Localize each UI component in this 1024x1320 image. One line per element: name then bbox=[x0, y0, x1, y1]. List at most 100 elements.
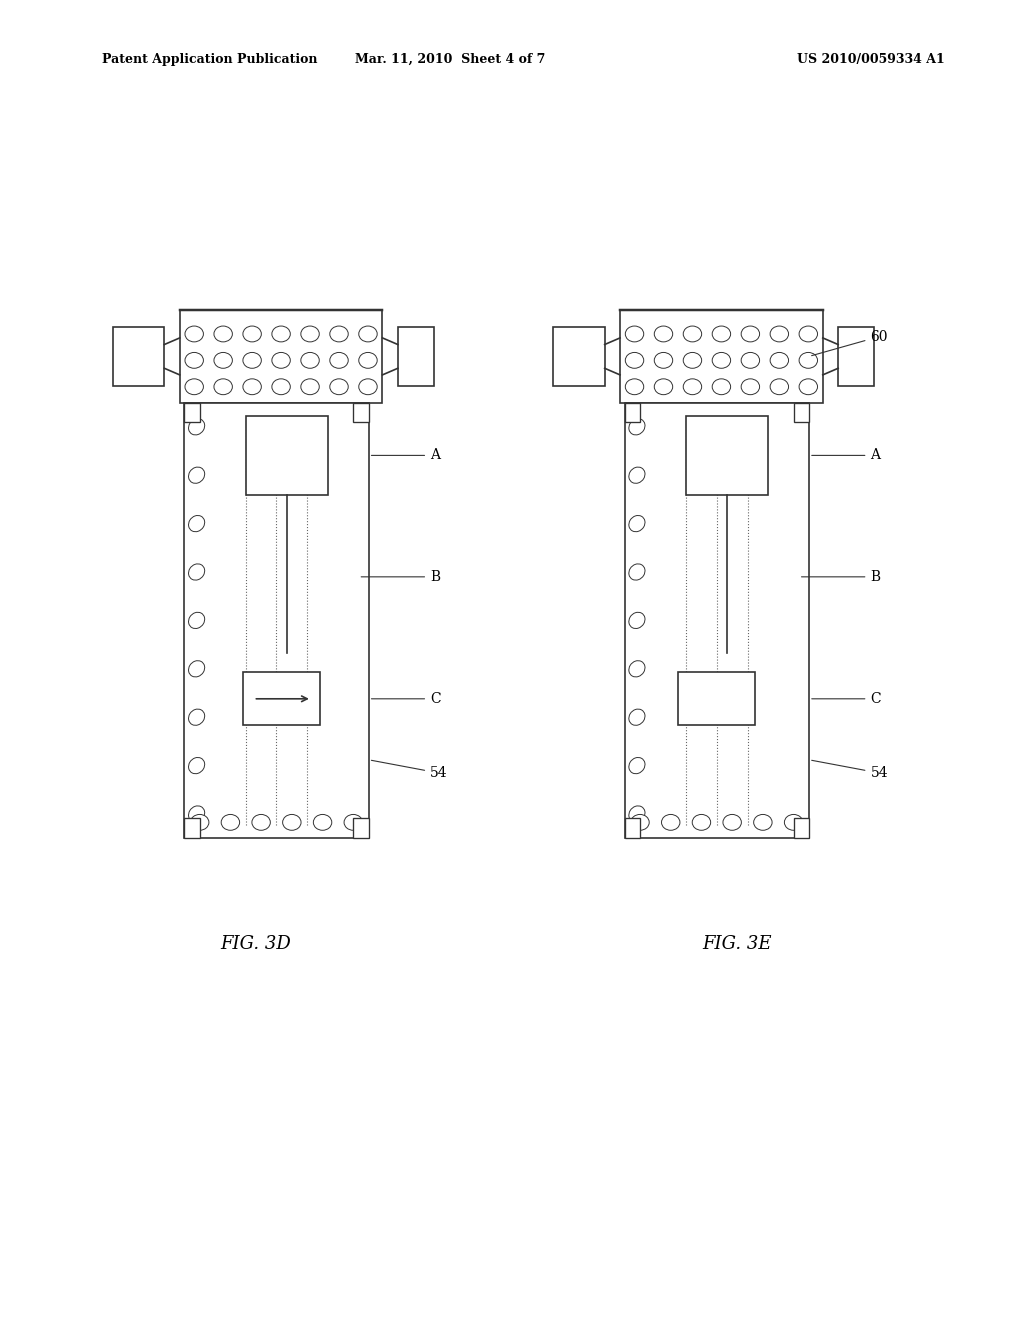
Ellipse shape bbox=[629, 807, 645, 822]
Bar bbox=[678, 672, 755, 725]
Text: FIG. 3D: FIG. 3D bbox=[220, 935, 292, 953]
Ellipse shape bbox=[358, 379, 377, 395]
Ellipse shape bbox=[799, 379, 817, 395]
Ellipse shape bbox=[272, 352, 291, 368]
Ellipse shape bbox=[683, 326, 701, 342]
Bar bbox=[553, 326, 604, 385]
Ellipse shape bbox=[723, 814, 741, 830]
Ellipse shape bbox=[301, 352, 319, 368]
Ellipse shape bbox=[799, 326, 817, 342]
Ellipse shape bbox=[799, 352, 817, 368]
Bar bbox=[794, 403, 809, 422]
Ellipse shape bbox=[188, 612, 205, 628]
Bar bbox=[353, 818, 369, 838]
Ellipse shape bbox=[654, 379, 673, 395]
Bar bbox=[246, 416, 328, 495]
Ellipse shape bbox=[214, 326, 232, 342]
Ellipse shape bbox=[283, 814, 301, 830]
Bar bbox=[353, 403, 369, 422]
Bar bbox=[686, 416, 768, 495]
Ellipse shape bbox=[629, 564, 645, 579]
Ellipse shape bbox=[188, 564, 205, 579]
Ellipse shape bbox=[252, 814, 270, 830]
Text: Patent Application Publication: Patent Application Publication bbox=[102, 53, 317, 66]
Ellipse shape bbox=[243, 352, 261, 368]
Ellipse shape bbox=[272, 379, 291, 395]
Text: B: B bbox=[802, 570, 881, 583]
Bar bbox=[838, 326, 873, 385]
Ellipse shape bbox=[770, 379, 788, 395]
Text: A: A bbox=[372, 449, 440, 462]
Text: C: C bbox=[812, 692, 881, 706]
Text: C: C bbox=[372, 692, 440, 706]
Ellipse shape bbox=[629, 661, 645, 677]
Ellipse shape bbox=[344, 814, 362, 830]
Ellipse shape bbox=[626, 352, 644, 368]
Ellipse shape bbox=[683, 352, 701, 368]
Ellipse shape bbox=[654, 352, 673, 368]
Text: Mar. 11, 2010  Sheet 4 of 7: Mar. 11, 2010 Sheet 4 of 7 bbox=[355, 53, 546, 66]
Ellipse shape bbox=[629, 467, 645, 483]
Ellipse shape bbox=[654, 326, 673, 342]
Ellipse shape bbox=[712, 379, 730, 395]
Bar bbox=[794, 818, 809, 838]
Text: B: B bbox=[361, 570, 440, 583]
Ellipse shape bbox=[631, 814, 649, 830]
Ellipse shape bbox=[214, 379, 232, 395]
Bar bbox=[398, 326, 434, 385]
Text: 60: 60 bbox=[812, 330, 888, 355]
Ellipse shape bbox=[188, 467, 205, 483]
Ellipse shape bbox=[629, 709, 645, 725]
Ellipse shape bbox=[330, 326, 348, 342]
Ellipse shape bbox=[214, 352, 232, 368]
Ellipse shape bbox=[185, 352, 204, 368]
Ellipse shape bbox=[272, 326, 291, 342]
Ellipse shape bbox=[712, 352, 730, 368]
Ellipse shape bbox=[626, 379, 644, 395]
Ellipse shape bbox=[188, 758, 205, 774]
Ellipse shape bbox=[754, 814, 772, 830]
Ellipse shape bbox=[741, 379, 760, 395]
Ellipse shape bbox=[784, 814, 803, 830]
Ellipse shape bbox=[741, 352, 760, 368]
Ellipse shape bbox=[185, 379, 204, 395]
Bar bbox=[113, 326, 164, 385]
Ellipse shape bbox=[358, 326, 377, 342]
Bar bbox=[625, 403, 809, 838]
Bar bbox=[625, 818, 640, 838]
Ellipse shape bbox=[662, 814, 680, 830]
Bar bbox=[184, 403, 369, 838]
Bar bbox=[244, 672, 319, 725]
Ellipse shape bbox=[301, 326, 319, 342]
Text: A: A bbox=[812, 449, 881, 462]
Bar bbox=[625, 403, 640, 422]
Ellipse shape bbox=[185, 326, 204, 342]
Ellipse shape bbox=[683, 379, 701, 395]
Ellipse shape bbox=[190, 814, 209, 830]
Bar bbox=[184, 818, 200, 838]
Ellipse shape bbox=[741, 326, 760, 342]
Bar bbox=[620, 310, 822, 403]
Ellipse shape bbox=[629, 758, 645, 774]
Ellipse shape bbox=[770, 326, 788, 342]
Ellipse shape bbox=[629, 612, 645, 628]
Ellipse shape bbox=[629, 418, 645, 434]
Text: 54: 54 bbox=[372, 760, 447, 780]
Ellipse shape bbox=[629, 516, 645, 532]
Ellipse shape bbox=[313, 814, 332, 830]
Ellipse shape bbox=[770, 352, 788, 368]
Text: US 2010/0059334 A1: US 2010/0059334 A1 bbox=[797, 53, 944, 66]
Ellipse shape bbox=[330, 379, 348, 395]
Ellipse shape bbox=[692, 814, 711, 830]
Text: 54: 54 bbox=[812, 760, 888, 780]
Text: FIG. 3E: FIG. 3E bbox=[702, 935, 772, 953]
Ellipse shape bbox=[188, 709, 205, 725]
Ellipse shape bbox=[188, 661, 205, 677]
Ellipse shape bbox=[301, 379, 319, 395]
Bar bbox=[180, 310, 383, 403]
Ellipse shape bbox=[358, 352, 377, 368]
Ellipse shape bbox=[188, 516, 205, 532]
Ellipse shape bbox=[330, 352, 348, 368]
Ellipse shape bbox=[221, 814, 240, 830]
Ellipse shape bbox=[188, 418, 205, 434]
